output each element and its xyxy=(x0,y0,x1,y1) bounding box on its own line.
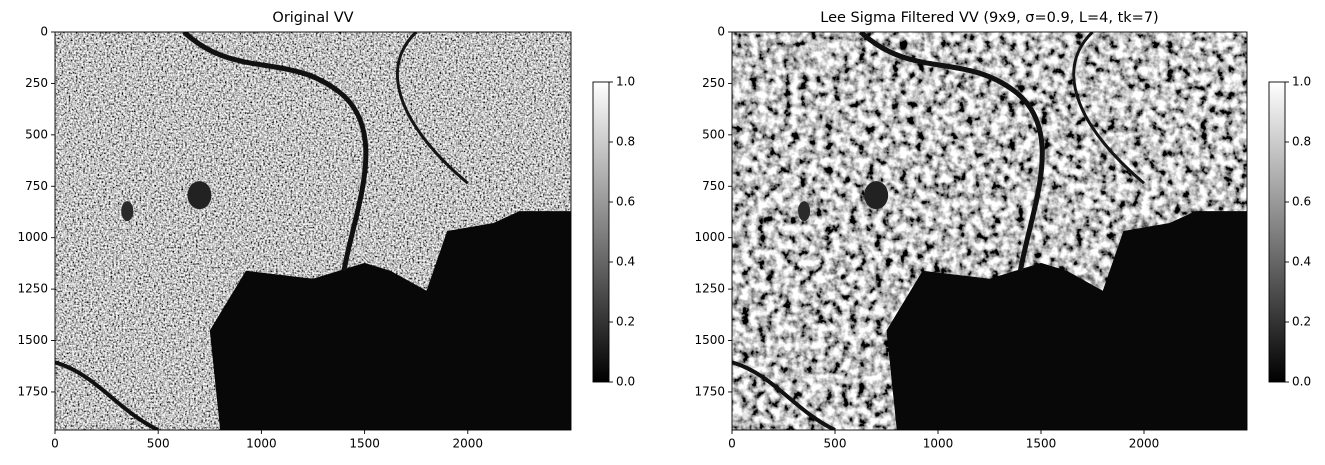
y-tick-label: 500 xyxy=(702,127,725,141)
y-tick-label: 1500 xyxy=(17,333,48,347)
x-tick-label: 0 xyxy=(51,437,59,451)
colorbar-tick-label: 0.4 xyxy=(1292,255,1311,269)
water xyxy=(886,211,1247,430)
colorbar xyxy=(1269,82,1285,382)
chart-title: Original VV xyxy=(272,10,353,26)
river xyxy=(182,32,369,272)
x-tick-label: 2000 xyxy=(1129,437,1160,451)
colorbar-tick-label: 0.2 xyxy=(1292,315,1311,329)
colorbar-tick-label: 0.0 xyxy=(616,375,635,389)
colorbar-tick-label: 0.8 xyxy=(1292,135,1311,149)
y-tick-label: 1000 xyxy=(694,230,725,244)
y-tick-label: 0 xyxy=(717,25,725,39)
x-tick-label: 2000 xyxy=(453,437,484,451)
colorbar-tick-label: 1.0 xyxy=(1292,75,1311,89)
axes-frame xyxy=(731,31,1248,431)
image xyxy=(55,32,571,430)
x-tick-label: 1500 xyxy=(1026,437,1057,451)
chart-title: Lee Sigma Filtered VV (9x9, σ=0.9, L=4, … xyxy=(820,10,1158,26)
park xyxy=(798,201,811,222)
y-tick-label: 750 xyxy=(25,179,48,193)
y-tick-label: 1250 xyxy=(17,282,48,296)
y-tick-label: 250 xyxy=(702,76,725,90)
y-tick-label: 250 xyxy=(25,76,48,90)
water xyxy=(209,211,571,430)
river xyxy=(859,32,1045,272)
park xyxy=(864,181,889,210)
river xyxy=(1072,32,1145,185)
y-tick-label: 1750 xyxy=(694,384,725,398)
park xyxy=(187,181,212,210)
x-tick-label: 500 xyxy=(147,437,170,451)
river xyxy=(395,32,469,185)
x-tick-label: 0 xyxy=(728,437,736,451)
y-tick-label: 1500 xyxy=(694,333,725,347)
colorbar-tick-label: 0.6 xyxy=(616,195,635,209)
colorbar-tick-label: 0.6 xyxy=(1292,195,1311,209)
river xyxy=(732,360,836,430)
y-tick-label: 750 xyxy=(702,179,725,193)
axes-frame xyxy=(54,31,572,431)
colorbar-tick-label: 0.8 xyxy=(616,135,635,149)
y-tick-label: 1250 xyxy=(694,282,725,296)
y-tick-label: 1750 xyxy=(17,384,48,398)
river xyxy=(55,360,160,430)
colorbar xyxy=(593,82,609,382)
x-tick-label: 1000 xyxy=(923,437,954,451)
colorbar-frame xyxy=(592,81,610,383)
colorbar-tick-label: 0.4 xyxy=(616,255,635,269)
x-tick-label: 500 xyxy=(824,437,847,451)
x-tick-label: 1000 xyxy=(246,437,277,451)
image xyxy=(732,32,1247,430)
x-tick-label: 1500 xyxy=(349,437,380,451)
y-tick-label: 1000 xyxy=(17,230,48,244)
park xyxy=(121,201,134,222)
colorbar-tick-label: 0.2 xyxy=(616,315,635,329)
y-tick-label: 500 xyxy=(25,127,48,141)
y-tick-label: 0 xyxy=(40,25,48,39)
colorbar-tick-label: 1.0 xyxy=(616,75,635,89)
colorbar-frame xyxy=(1268,81,1286,383)
colorbar-tick-label: 0.0 xyxy=(1292,375,1311,389)
